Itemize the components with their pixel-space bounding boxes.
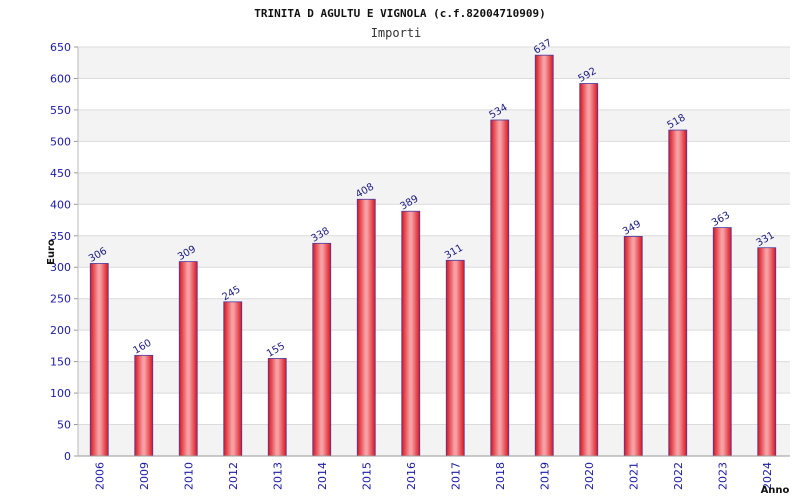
- x-tick-label: 2020: [583, 462, 596, 490]
- y-tick-label: 200: [50, 324, 71, 337]
- x-tick-label: 2006: [93, 462, 106, 490]
- x-axis-title: Anno: [761, 485, 790, 496]
- chart-subtitle: Importi: [371, 26, 422, 40]
- data-label: 349: [621, 219, 643, 238]
- bar: [89, 263, 109, 457]
- y-tick-label: 600: [50, 72, 71, 85]
- bar: [178, 261, 198, 457]
- x-tick-label: 2013: [271, 462, 284, 490]
- x-tick-label: 2014: [316, 462, 329, 490]
- x-tick-label: 2012: [227, 462, 240, 490]
- bar: [312, 242, 332, 457]
- bar: [134, 354, 154, 457]
- bar: [579, 83, 599, 457]
- y-tick-label: 500: [50, 135, 71, 148]
- y-tick-label: 400: [50, 198, 71, 211]
- y-tick-label: 300: [50, 261, 71, 274]
- bar: [445, 259, 465, 457]
- data-label: 160: [131, 338, 153, 357]
- x-tick-label: 2015: [360, 462, 373, 490]
- bar: [490, 119, 510, 457]
- bar: [223, 301, 243, 457]
- x-tick-label: 2009: [138, 462, 151, 490]
- y-tick-label: 150: [50, 356, 71, 369]
- x-tick-label: 2017: [449, 462, 462, 490]
- x-tick-label: 2022: [672, 462, 685, 490]
- x-tick-label: 2018: [494, 462, 507, 490]
- y-tick-label: 450: [50, 167, 71, 180]
- y-tick-label: 550: [50, 104, 71, 117]
- y-tick-label: 650: [50, 41, 71, 54]
- bar: [267, 358, 287, 457]
- x-tick-label: 2021: [627, 462, 640, 490]
- y-tick-label: 50: [57, 419, 71, 432]
- bar: [712, 227, 732, 457]
- y-tick-label: 100: [50, 387, 71, 400]
- bar: [356, 198, 376, 457]
- x-axis-ticks: 2006 2009 2010 2012 2013 2014 2015 2016 2017 2018…: [93, 462, 774, 490]
- bar: [401, 210, 421, 457]
- y-tick-label: 250: [50, 293, 71, 306]
- x-tick-label: 2016: [405, 462, 418, 490]
- grid-band: [78, 47, 790, 79]
- x-tick-label: 2024: [761, 462, 774, 490]
- y-tick-label: 0: [64, 450, 71, 463]
- x-tick-label: 2019: [538, 462, 551, 490]
- chart-title: TRINITA D AGULTU E VIGNOLA (c.f.82004710…: [254, 7, 545, 20]
- y-tick-label: 350: [50, 230, 71, 243]
- data-label: 363: [710, 210, 732, 229]
- x-tick-label: 2010: [182, 462, 195, 490]
- x-tick-label: 2023: [716, 462, 729, 490]
- bar: [668, 129, 688, 457]
- bar: [757, 247, 777, 457]
- y-axis-title: Euro: [46, 239, 57, 265]
- y-axis-ticks: 0 50 100 150 200 250 300 350 400 450 500 550 600 650: [50, 41, 78, 463]
- data-label: 155: [265, 341, 287, 360]
- bar: [623, 235, 643, 457]
- bars: [89, 54, 777, 457]
- bar: [534, 54, 554, 457]
